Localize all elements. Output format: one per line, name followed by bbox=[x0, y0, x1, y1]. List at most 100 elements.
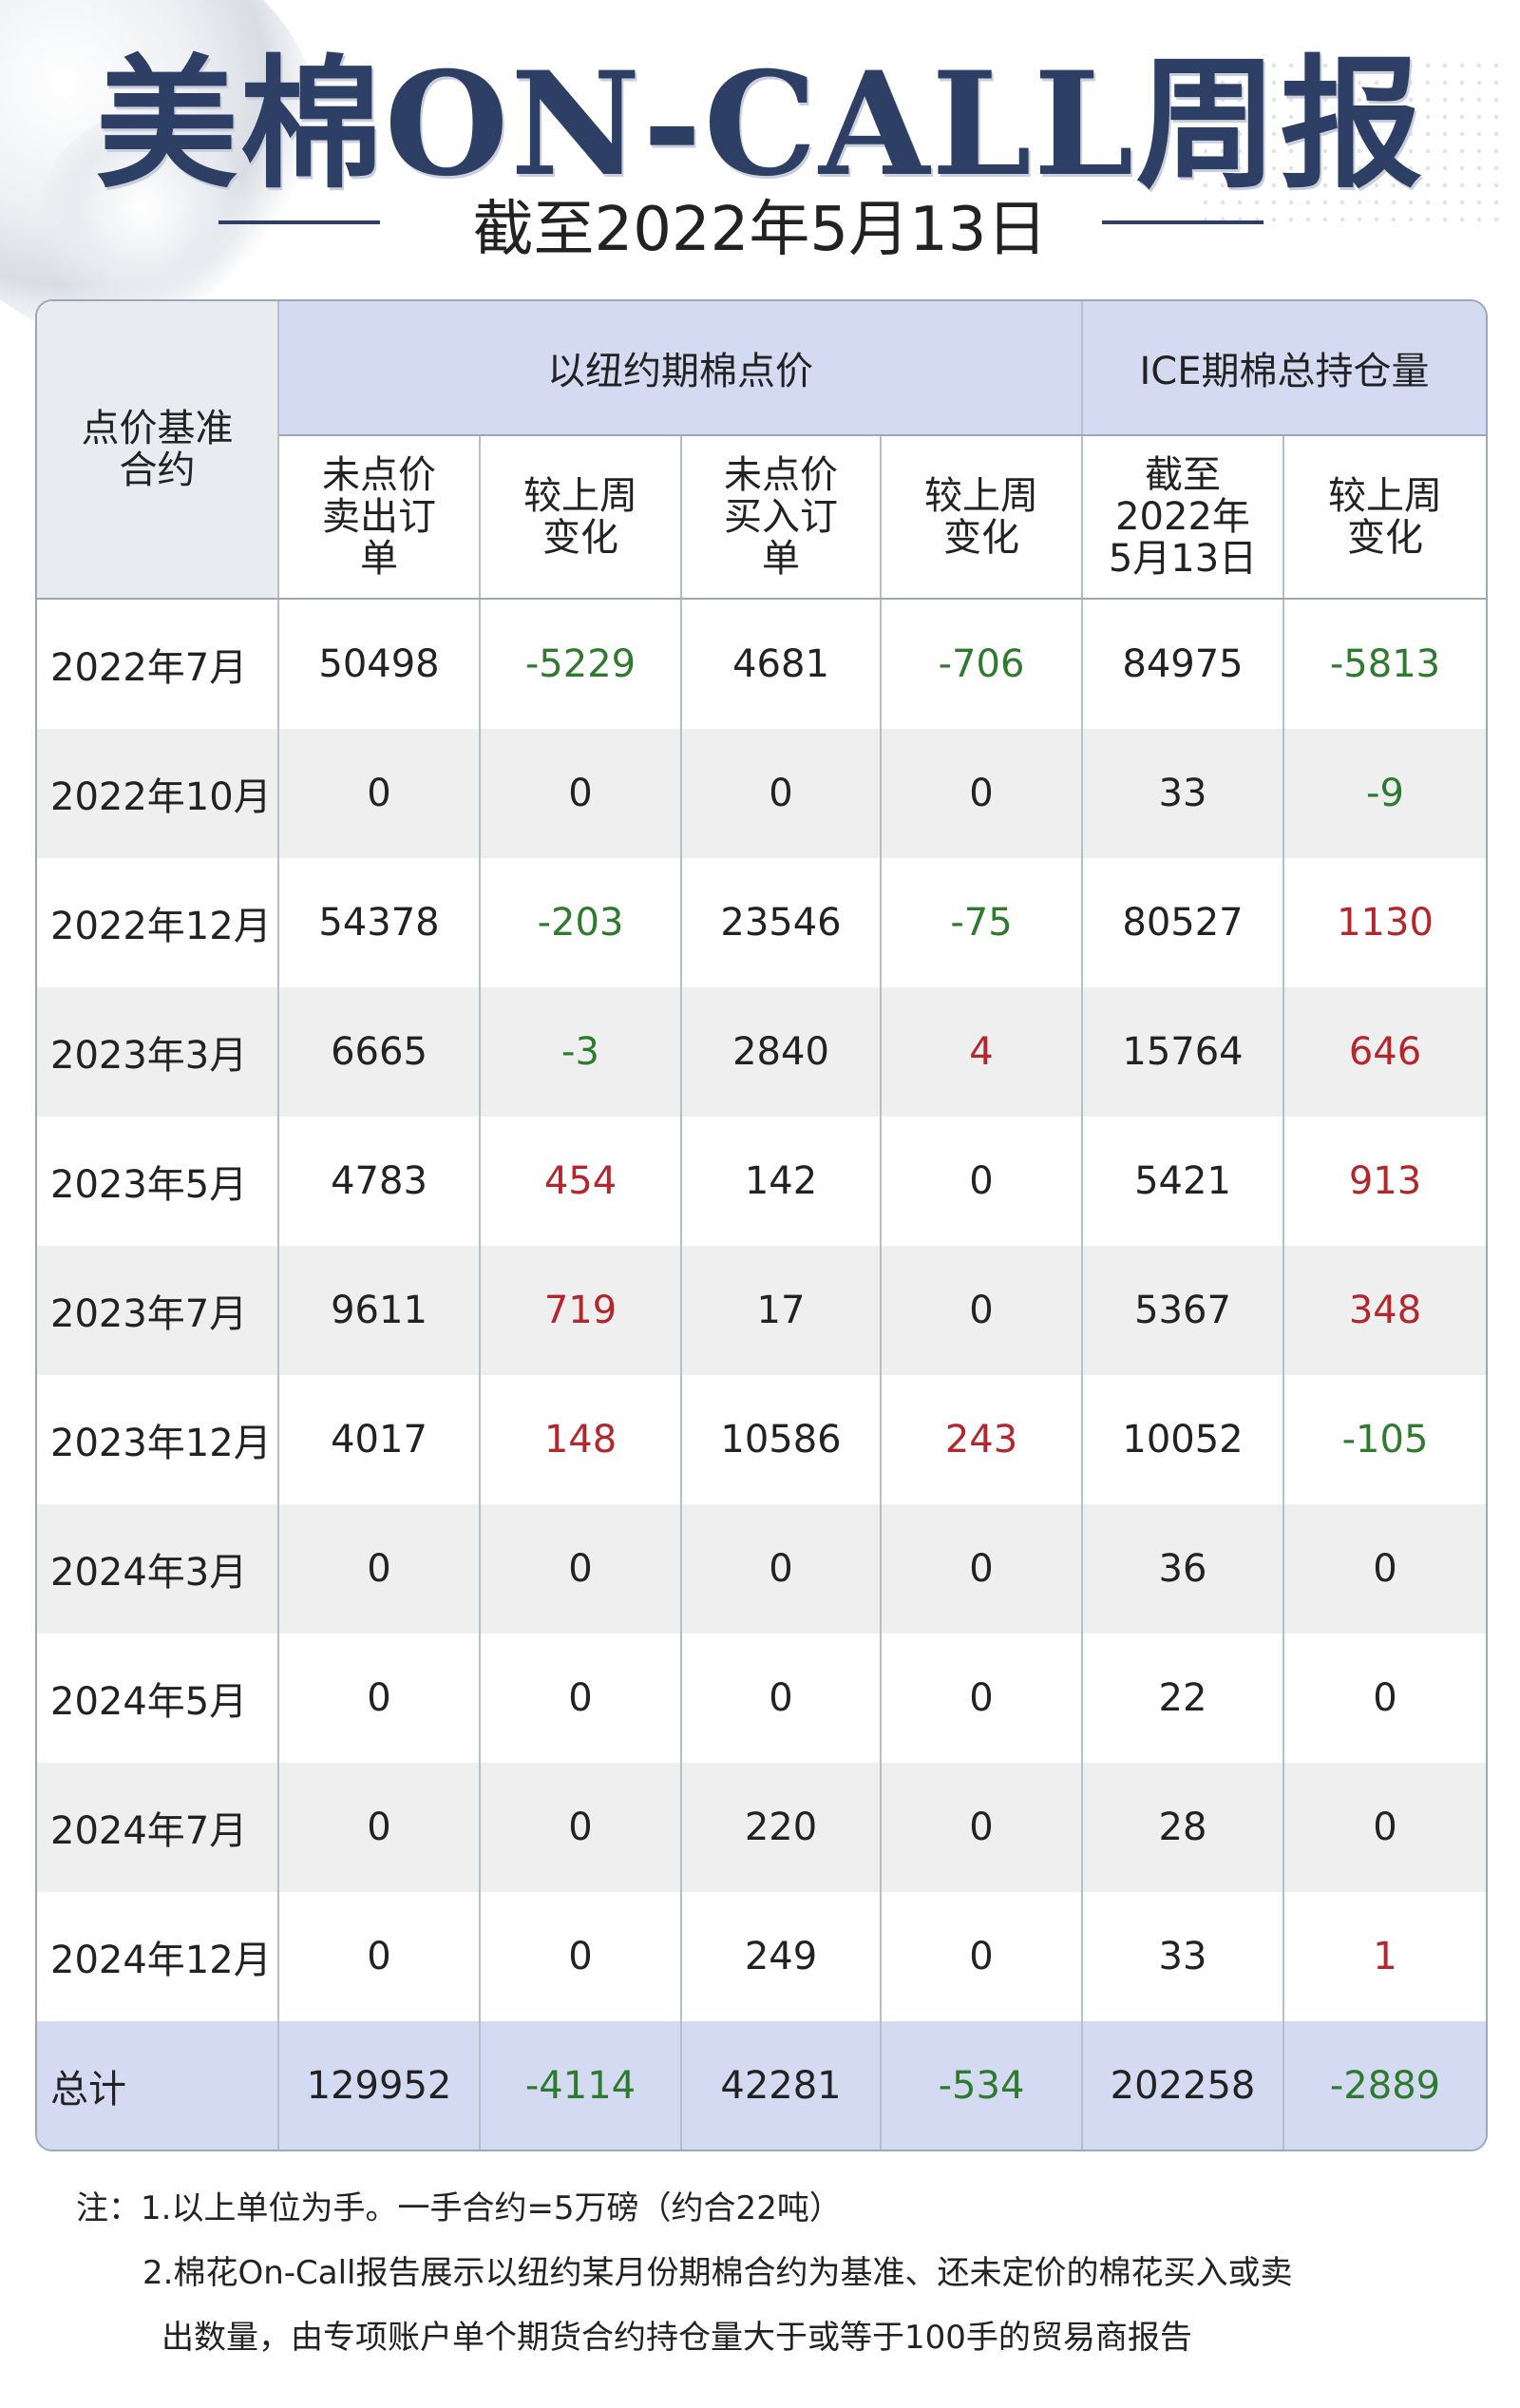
cell-weekly-change: 0 bbox=[881, 729, 1083, 858]
cell-weekly-change: 348 bbox=[1283, 1246, 1486, 1375]
table-row: 2024年12月 0 0 249 0 33 1 bbox=[37, 1892, 1486, 2021]
cell-value: 249 bbox=[681, 1892, 882, 2021]
header-col-weekly-change: 较上周 变化 bbox=[480, 435, 682, 600]
cell-weekly-change: -203 bbox=[480, 858, 682, 987]
cell-weekly-change: 0 bbox=[881, 1634, 1083, 1763]
cell-value: 54378 bbox=[278, 858, 481, 987]
cell-value: 0 bbox=[681, 729, 882, 858]
row-contract-label: 2023年3月 bbox=[37, 987, 279, 1117]
cell-weekly-change: 1 bbox=[1373, 1935, 1397, 1978]
cell-weekly-change: 913 bbox=[1348, 1159, 1422, 1203]
cell-value: 129952 bbox=[278, 2021, 481, 2150]
header-group-ice: ICE期棉总持仓量 bbox=[1082, 301, 1486, 436]
cell-weekly-change: 0 bbox=[480, 1763, 682, 1892]
cell-weekly-change: 1130 bbox=[1337, 901, 1434, 945]
cell-weekly-change: 0 bbox=[881, 1246, 1083, 1375]
cell-value: 0 bbox=[278, 1892, 481, 2021]
cotton-decoration-small bbox=[38, 114, 247, 323]
table-row: 2024年3月 0 0 0 0 36 0 bbox=[37, 1504, 1486, 1634]
cell-value: 23546 bbox=[681, 858, 882, 987]
subtitle-line-right bbox=[1102, 220, 1264, 224]
table-total-row: 总计 129952 -4114 42281 -534 202258 -2889 bbox=[37, 2021, 1486, 2150]
page-subtitle: 截至2022年5月13日 bbox=[472, 195, 1048, 265]
header-group-ny: 以纽约期棉点价 bbox=[278, 301, 1083, 436]
cell-value: 80527 bbox=[1082, 858, 1284, 987]
cell-weekly-change: 454 bbox=[480, 1117, 682, 1246]
subtitle-row: 截至2022年5月13日 bbox=[0, 181, 1520, 266]
cell-weekly-change: 0 bbox=[881, 1892, 1083, 2021]
footnote-line: 出数量，由专项账户单个期货合约持仓量大于或等于100手的贸易商报告 bbox=[162, 2319, 1192, 2357]
cell-weekly-change: 0 bbox=[881, 1117, 1083, 1246]
table-row: 2023年3月 6665 -3 2840 4 15764 646 bbox=[37, 987, 1486, 1117]
cell-value: 0 bbox=[278, 1634, 481, 1763]
row-contract-label: 2023年12月 bbox=[37, 1375, 279, 1504]
cell-weekly-change: -5813 bbox=[1329, 642, 1441, 686]
cell-value: 22 bbox=[1082, 1634, 1284, 1763]
row-contract-label: 2022年12月 bbox=[37, 858, 279, 987]
table-row: 2023年7月 9611 719 17 0 5367 348 bbox=[37, 1246, 1486, 1375]
cell-weekly-change: 0 bbox=[881, 1504, 1083, 1634]
row-contract-label: 2022年10月 bbox=[37, 729, 279, 858]
cell-value: 4681 bbox=[681, 599, 882, 729]
cell-value: 5421 bbox=[1082, 1117, 1284, 1246]
header-corner-label: 点价基准 合约 bbox=[37, 301, 279, 600]
cell-weekly-change: 0 bbox=[1283, 1763, 1486, 1892]
cell-weekly-change: -9 bbox=[1283, 729, 1486, 858]
cell-weekly-change: -2889 bbox=[1283, 2021, 1486, 2150]
table-row: 2022年12月 54378 -203 23546 -75 80527 1130 bbox=[37, 858, 1486, 987]
table-row: 2022年7月 50498 -5229 4681 -706 84975 -5813 bbox=[37, 599, 1486, 729]
cell-weekly-change: 0 bbox=[881, 1763, 1083, 1892]
table-row: 2024年5月 0 0 0 0 22 0 bbox=[37, 1634, 1486, 1763]
cell-weekly-change: -4114 bbox=[480, 2021, 682, 2150]
cell-value: 0 bbox=[681, 1634, 882, 1763]
table-body: 2022年7月 50498 -5229 4681 -706 84975 -5813 2022年… bbox=[37, 599, 1486, 2150]
cell-value: 10052 bbox=[1082, 1375, 1284, 1504]
cell-weekly-change: -3 bbox=[480, 987, 682, 1117]
dot-pattern-decoration bbox=[1197, 57, 1501, 228]
row-contract-label: 2023年5月 bbox=[37, 1117, 279, 1246]
table-row: 2022年10月 0 0 0 0 33 -9 bbox=[37, 729, 1486, 858]
cell-weekly-change: 719 bbox=[480, 1246, 682, 1375]
cell-weekly-change: -105 bbox=[1341, 1418, 1429, 1462]
cell-weekly-change: -75 bbox=[881, 858, 1083, 987]
cell-value: 33 bbox=[1082, 1892, 1284, 2021]
cell-value: 10586 bbox=[681, 1375, 882, 1504]
cell-value: 15764 bbox=[1082, 987, 1284, 1117]
cell-weekly-change: 243 bbox=[881, 1375, 1083, 1504]
cell-weekly-change: 0 bbox=[1373, 1676, 1397, 1720]
on-call-table: 点价基准 合约 以纽约期棉点价 ICE期棉总持仓量 未点价 卖出订单 较上周 变化 未… bbox=[37, 301, 1486, 2150]
cell-weekly-change: 0 bbox=[480, 1634, 682, 1763]
cell-weekly-change: 4 bbox=[881, 987, 1083, 1117]
cell-value: 9611 bbox=[278, 1246, 481, 1375]
table-row: 2023年5月 4783 454 142 0 5421 913 bbox=[37, 1117, 1486, 1246]
row-contract-label: 2022年7月 bbox=[37, 599, 279, 729]
table-row: 2023年12月 4017 148 10586 243 10052 -105 bbox=[37, 1375, 1486, 1504]
cell-value: 28 bbox=[1082, 1763, 1284, 1892]
header-col-weekly-change: 较上周 变化 bbox=[1283, 435, 1486, 600]
cell-weekly-change: 0 bbox=[1283, 1504, 1486, 1634]
cell-value: 202258 bbox=[1082, 2021, 1284, 2150]
cell-weekly-change: -706 bbox=[881, 599, 1083, 729]
cell-value: 6665 bbox=[278, 987, 481, 1117]
footnotes: 注：1.以上单位为手。一手合约=5万磅（约合22吨） 2.棉花On-Call报告… bbox=[76, 2176, 1482, 2370]
header-col-weekly-change: 较上周 变化 bbox=[881, 435, 1083, 600]
subtitle-line-left bbox=[218, 220, 380, 224]
row-contract-label: 2024年12月 bbox=[37, 1892, 279, 2021]
header-col-open-interest: 截至 2022年 5月13日 bbox=[1082, 435, 1284, 600]
row-contract-label: 2024年3月 bbox=[37, 1504, 279, 1634]
cell-weekly-change: 646 bbox=[1283, 987, 1486, 1117]
cell-value: 5367 bbox=[1082, 1246, 1284, 1375]
cell-weekly-change: -5229 bbox=[480, 599, 682, 729]
cell-value: 36 bbox=[1082, 1504, 1284, 1634]
cell-value: 142 bbox=[681, 1117, 882, 1246]
cell-weekly-change: 148 bbox=[480, 1375, 682, 1504]
cell-value: 50498 bbox=[278, 599, 481, 729]
footnote-line: 注：1.以上单位为手。一手合约=5万磅（约合22吨） bbox=[76, 2189, 842, 2227]
cell-value: 2840 bbox=[681, 987, 882, 1117]
cell-value: 84975 bbox=[1082, 599, 1284, 729]
page-title: 美棉ON-CALL周报 bbox=[95, 41, 1425, 208]
cell-value: 33 bbox=[1082, 729, 1284, 858]
cell-weekly-change: 0 bbox=[480, 1504, 682, 1634]
cell-value: 17 bbox=[681, 1246, 882, 1375]
cell-value: 4017 bbox=[278, 1375, 481, 1504]
